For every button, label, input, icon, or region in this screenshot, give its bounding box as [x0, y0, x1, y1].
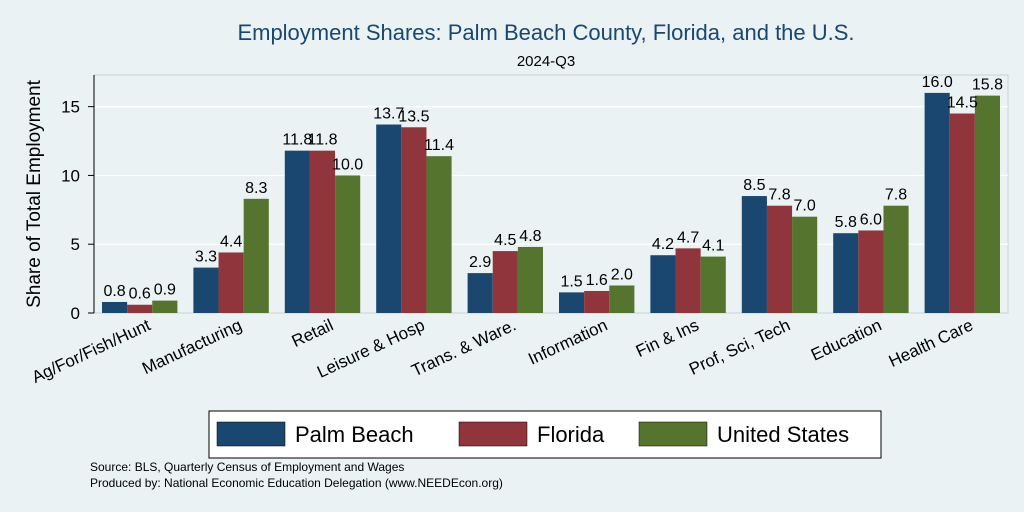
- data-label-united-states-leisure-hosp: 11.4: [424, 137, 454, 154]
- y-tick-label-15: 15: [61, 98, 80, 117]
- legend-swatch-united-states: [638, 421, 708, 447]
- bar-united-states-trans-ware: [517, 246, 544, 313]
- data-label-united-states-trans-ware: 4.8: [519, 228, 541, 245]
- bar-florida-education: [858, 230, 884, 313]
- data-label-united-states-information: 2.0: [611, 266, 633, 283]
- bar-united-states-prof-sci-tech: [792, 216, 818, 313]
- data-label-palm-beach-education: 5.8: [835, 214, 857, 231]
- bar-florida-trans-ware: [492, 251, 518, 313]
- data-label-united-states-retail: 10.0: [332, 156, 363, 173]
- x-category-label-information: Information: [525, 315, 610, 368]
- bar-united-states-information: [609, 285, 635, 313]
- legend-label-palm-beach: Palm Beach: [295, 422, 414, 447]
- bar-palm-beach-ag-for-fish-hunt: [101, 301, 128, 313]
- bar-palm-beach-retail: [284, 150, 310, 313]
- bar-united-states-ag-for-fish-hunt: [152, 300, 178, 313]
- data-label-palm-beach-health-care: 16.0: [922, 74, 953, 91]
- bar-palm-beach-leisure-hosp: [376, 124, 402, 314]
- bar-florida-retail: [309, 150, 336, 313]
- x-category-label-trans-ware: Trans. & Ware.: [409, 315, 519, 380]
- bar-palm-beach-health-care: [924, 92, 950, 313]
- data-label-united-states-prof-sci-tech: 7.0: [794, 198, 816, 215]
- legend-box: [208, 410, 882, 459]
- bar-united-states-fin-ins: [700, 256, 726, 313]
- bar-florida-health-care: [949, 113, 975, 313]
- data-label-florida-information: 1.6: [586, 272, 608, 289]
- data-label-florida-education: 6.0: [860, 211, 882, 228]
- data-label-florida-ag-for-fish-hunt: 0.6: [129, 286, 151, 303]
- x-category-label-retail: Retail: [289, 315, 336, 351]
- x-category-label-prof-sci-tech: Prof, Sci, Tech: [686, 315, 793, 378]
- data-label-united-states-fin-ins: 4.1: [702, 238, 724, 255]
- bar-florida-fin-ins: [675, 248, 701, 313]
- bar-palm-beach-information: [558, 292, 585, 313]
- bar-palm-beach-manufacturing: [193, 267, 219, 313]
- bar-palm-beach-prof-sci-tech: [741, 196, 767, 313]
- data-label-united-states-ag-for-fish-hunt: 0.9: [154, 282, 176, 299]
- bar-florida-leisure-hosp: [401, 127, 427, 313]
- data-label-palm-beach-trans-ware: 2.9: [469, 254, 491, 271]
- legend-label-florida: Florida: [537, 422, 605, 447]
- data-label-palm-beach-ag-for-fish-hunt: 0.8: [103, 283, 125, 300]
- bar-united-states-health-care: [974, 95, 1001, 314]
- data-label-united-states-health-care: 15.8: [972, 77, 1003, 94]
- legend: Palm Beach Florida United States: [208, 410, 882, 459]
- bar-palm-beach-fin-ins: [650, 255, 676, 313]
- data-labels: 0.8 0.6 0.9 3.34.4 8.3 11.811.8 10.0 13.713.5 11…: [103, 74, 1003, 303]
- data-label-palm-beach-retail: 11.8: [282, 132, 312, 149]
- chart-title: Employment Shares: Palm Beach County, Fl…: [237, 20, 854, 45]
- y-tick-label-10: 10: [61, 166, 80, 185]
- bar-united-states-manufacturing: [243, 198, 269, 313]
- source-note: Source: BLS, Quarterly Census of Employm…: [90, 460, 404, 474]
- data-label-florida-retail: 11.8: [308, 132, 338, 149]
- bar-florida-ag-for-fish-hunt: [127, 304, 153, 313]
- y-tick-label-0: 0: [71, 304, 80, 323]
- x-category-label-health-care: Health Care: [886, 315, 976, 371]
- data-label-florida-health-care: 14.5: [947, 95, 978, 112]
- data-label-florida-trans-ware: 4.5: [494, 232, 516, 249]
- data-label-palm-beach-manufacturing: 3.3: [195, 249, 217, 266]
- bar-florida-information: [584, 290, 610, 313]
- x-category-label-education: Education: [808, 315, 885, 364]
- produced-by-note: Produced by: National Economic Education…: [90, 476, 503, 490]
- data-label-united-states-education: 7.8: [885, 187, 907, 204]
- bar-florida-manufacturing: [218, 252, 244, 313]
- data-label-florida-fin-ins: 4.7: [677, 229, 699, 246]
- x-category-label-fin-ins: Fin & Ins: [633, 315, 702, 361]
- legend-swatch-palm-beach: [216, 421, 286, 447]
- x-category-label-ag-for-fish-hunt: Ag/For/Fish/Hunt: [29, 315, 154, 387]
- chart-subtitle: 2024-Q3: [517, 53, 575, 70]
- bar-palm-beach-education: [833, 233, 859, 313]
- bar-florida-prof-sci-tech: [766, 205, 793, 313]
- data-label-palm-beach-leisure-hosp: 13.7: [373, 106, 404, 123]
- bar-united-states-retail: [335, 175, 361, 313]
- data-label-palm-beach-fin-ins: 4.2: [652, 236, 674, 253]
- legend-swatch-florida: [458, 421, 528, 447]
- x-category-label-manufacturing: Manufacturing: [139, 315, 245, 378]
- legend-label-united-states: United States: [717, 422, 849, 447]
- data-label-florida-leisure-hosp: 13.5: [398, 108, 429, 125]
- bar-palm-beach-trans-ware: [467, 273, 493, 313]
- data-label-florida-manufacturing: 4.4: [220, 233, 242, 250]
- y-axis-label: Share of Total Employment: [24, 79, 45, 307]
- bar-united-states-leisure-hosp: [426, 156, 452, 313]
- bars: [101, 92, 1001, 314]
- data-label-florida-prof-sci-tech: 7.8: [768, 187, 790, 204]
- data-label-palm-beach-information: 1.5: [560, 273, 582, 290]
- data-label-united-states-manufacturing: 8.3: [245, 180, 267, 197]
- y-tick-label-5: 5: [71, 235, 80, 254]
- y-axis-ticks: 0 5 10 15: [61, 98, 94, 323]
- data-label-palm-beach-prof-sci-tech: 8.5: [743, 177, 765, 194]
- bar-united-states-education: [883, 205, 909, 313]
